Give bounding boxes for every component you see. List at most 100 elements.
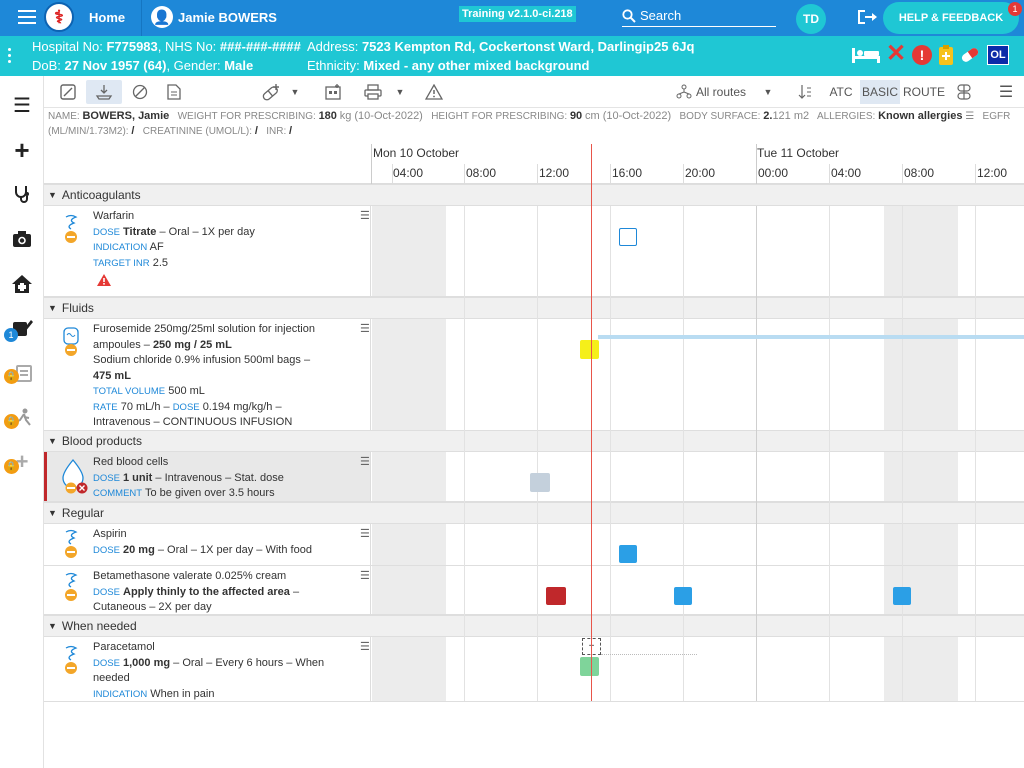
dose-rest: – Oral – Every 6 hours – When bbox=[173, 656, 325, 669]
drug-row-warfarin[interactable]: Warfarin DOSE Titrate – Oral – 1X per da… bbox=[44, 206, 1024, 297]
section-blood-products[interactable]: ▼ Blood products bbox=[44, 430, 1024, 452]
routes-select[interactable]: All routes bbox=[696, 85, 747, 99]
hour-label: 12:00 bbox=[539, 166, 570, 180]
ol-badge[interactable]: OL bbox=[987, 45, 1009, 65]
chevron-down-icon[interactable]: ▼ bbox=[763, 87, 773, 97]
pill-icon[interactable] bbox=[959, 46, 981, 64]
sort-icon[interactable] bbox=[795, 80, 815, 104]
warning-icon[interactable] bbox=[422, 80, 446, 104]
betamethasone-planned-dose[interactable] bbox=[674, 587, 692, 605]
nhs-value: ###-###-#### bbox=[219, 39, 301, 54]
search-input[interactable]: Search bbox=[622, 5, 776, 27]
section-fluids[interactable]: ▼ Fluids bbox=[44, 297, 1024, 319]
warfarin-planned-dose[interactable] bbox=[619, 228, 637, 246]
drug-name: Furosemide 250mg/25ml solution for injec… bbox=[93, 323, 315, 335]
grid-line bbox=[683, 206, 684, 701]
section-anticoagulants[interactable]: ▼ Anticoagulants bbox=[44, 184, 1024, 206]
chart-toolbar: ▼ ▼ All routes ▼ ATC BASIC ROUTE ☰ bbox=[44, 76, 1024, 108]
chevron-down-icon[interactable]: ▼ bbox=[290, 87, 300, 97]
chart-view-icon[interactable] bbox=[56, 80, 80, 104]
drug-name: Red blood cells bbox=[93, 456, 169, 468]
close-icon[interactable]: ✕ bbox=[886, 40, 907, 67]
home-care-icon[interactable] bbox=[0, 264, 44, 304]
drug-row-aspirin[interactable]: Aspirin DOSE 20 mg – Oral – 1X per day –… bbox=[44, 524, 1024, 566]
row-menu-icon[interactable]: ☰ bbox=[360, 528, 370, 540]
bsa-value: 2. bbox=[763, 110, 773, 122]
hour-label: 08:00 bbox=[466, 166, 497, 180]
lock-icon: 🔒 bbox=[4, 369, 19, 384]
user-avatar[interactable]: TD bbox=[796, 4, 826, 34]
hour-label: 00:00 bbox=[758, 166, 789, 180]
dose-rest: – Oral – 1X per day bbox=[159, 225, 255, 238]
atc-button[interactable]: ATC bbox=[829, 85, 853, 99]
alert-icon[interactable]: ! bbox=[912, 45, 932, 65]
drug-details: Aspirin DOSE 20 mg – Oral – 1X per day –… bbox=[44, 524, 371, 565]
logout-icon[interactable] bbox=[856, 8, 878, 26]
grouping-icon[interactable] bbox=[952, 80, 976, 104]
ethnicity-label: Ethnicity: bbox=[307, 58, 360, 73]
betamethasone-missed-dose[interactable] bbox=[546, 587, 566, 605]
drug-row-paracetamol[interactable]: Paracetamol DOSE 1,000 mg – Oral – Every… bbox=[44, 637, 1024, 702]
dose-rest: – bbox=[292, 585, 300, 598]
allergies-value[interactable]: Known allergies bbox=[878, 110, 963, 122]
camera-icon[interactable] bbox=[0, 219, 44, 259]
environment-badge: Training v2.1.0-ci.218 bbox=[459, 6, 576, 22]
route-text: Cutaneous – 2X per day bbox=[93, 601, 212, 613]
section-title: Anticoagulants bbox=[61, 188, 141, 202]
row-menu-icon[interactable]: ☰ bbox=[360, 456, 370, 468]
calendar-icon[interactable] bbox=[321, 80, 345, 104]
list-icon[interactable]: ☰ bbox=[13, 94, 31, 117]
route-button[interactable]: ROUTE bbox=[903, 85, 945, 99]
divider bbox=[829, 164, 830, 184]
add-medication-icon[interactable] bbox=[256, 80, 286, 104]
drug-row-red-blood-cells[interactable]: Red blood cells DOSE 1 unit – Intravenou… bbox=[44, 452, 1024, 502]
address: Address: 7523 Kempton Rd, Cockertonst Wa… bbox=[307, 39, 694, 54]
more-options-icon[interactable] bbox=[8, 48, 12, 66]
allergies-menu-icon[interactable]: ☰ bbox=[965, 111, 975, 122]
row-menu-icon[interactable]: ☰ bbox=[360, 570, 370, 582]
furosemide-infusion-start[interactable] bbox=[580, 340, 599, 359]
timeline-header: Mon 10 October Tue 11 October 04:00 08:0… bbox=[44, 144, 1024, 184]
tablet-icon bbox=[65, 214, 78, 243]
inr-label: INR: bbox=[266, 126, 287, 137]
dob-gender: DoB: 27 Nov 1957 (64), Gender: Male bbox=[32, 58, 254, 73]
row-menu-icon[interactable]: ☰ bbox=[360, 210, 370, 222]
paracetamol-given-dose[interactable] bbox=[580, 657, 599, 676]
divider bbox=[610, 164, 611, 184]
warning-icon[interactable] bbox=[97, 274, 111, 286]
bed-icon[interactable] bbox=[851, 46, 881, 64]
chevron-down-icon[interactable]: ▼ bbox=[395, 87, 405, 97]
clipboard-icon[interactable] bbox=[938, 44, 954, 66]
section-when-needed[interactable]: ▼ When needed bbox=[44, 615, 1024, 637]
dose-value: 1,000 mg bbox=[123, 656, 171, 669]
help-feedback-button[interactable]: HELP & FEEDBACK bbox=[883, 2, 1019, 34]
disabled-view-icon[interactable] bbox=[128, 80, 152, 104]
drug-row-betamethasone[interactable]: Betamethasone valerate 0.025% cream DOSE… bbox=[44, 566, 1024, 615]
basic-button[interactable]: BASIC bbox=[860, 80, 900, 104]
drug-name: Warfarin bbox=[93, 210, 135, 222]
betamethasone-planned-dose[interactable] bbox=[893, 587, 911, 605]
rbc-stat-dose[interactable] bbox=[530, 473, 550, 492]
row-menu-icon[interactable]: ☰ bbox=[360, 641, 370, 653]
more-menu-icon[interactable]: ☰ bbox=[998, 84, 1014, 101]
patient-banner: Hospital No: F775983, NHS No: ###-###-##… bbox=[0, 36, 1024, 76]
document-icon[interactable] bbox=[162, 80, 186, 104]
weight-label: WEIGHT FOR PRESCRIBING: bbox=[177, 111, 316, 122]
hour-label: 20:00 bbox=[685, 166, 716, 180]
dose-label: DOSE bbox=[93, 544, 120, 556]
name-label: NAME: bbox=[48, 111, 80, 122]
section-regular[interactable]: ▼ Regular bbox=[44, 502, 1024, 524]
row-menu-icon[interactable]: ☰ bbox=[360, 323, 370, 335]
infusion-bar[interactable] bbox=[598, 335, 1024, 339]
home-link[interactable]: Home bbox=[89, 10, 126, 25]
drug-text: Furosemide 250mg/25ml solution for injec… bbox=[93, 322, 368, 431]
divider bbox=[537, 164, 538, 184]
print-icon[interactable] bbox=[360, 80, 386, 104]
aspirin-planned-dose[interactable] bbox=[619, 545, 637, 563]
egfr-value: / bbox=[131, 125, 135, 137]
patient-name[interactable]: Jamie BOWERS bbox=[178, 10, 277, 25]
add-icon[interactable]: + bbox=[14, 134, 30, 165]
administration-view-icon[interactable] bbox=[86, 80, 122, 104]
menu-icon[interactable] bbox=[18, 10, 36, 24]
stethoscope-icon[interactable] bbox=[0, 174, 44, 214]
